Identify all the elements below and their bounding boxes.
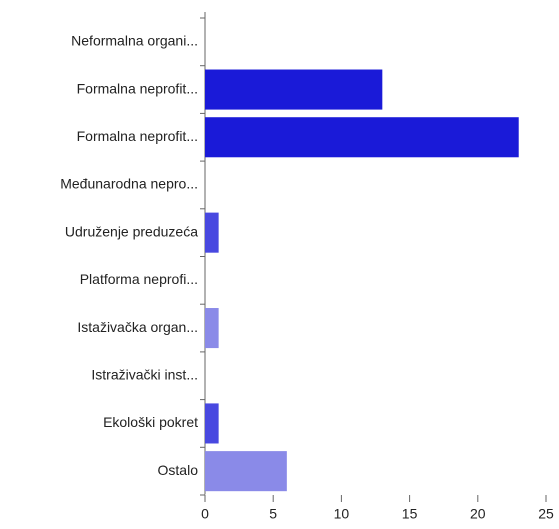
x-tick-label: 0 <box>201 506 209 522</box>
bar <box>205 69 383 110</box>
bar <box>205 403 219 444</box>
y-tick-label: Udruženje preduzeća <box>65 223 198 239</box>
bar <box>205 451 287 492</box>
y-tick-label: Istaživačka organ... <box>77 319 198 335</box>
x-tick-label: 20 <box>470 506 486 522</box>
y-tick-label: Međunarodna nepro... <box>60 176 198 192</box>
y-tick-label: Platforma neprofi... <box>80 271 198 287</box>
y-tick-label: Formalna neprofit... <box>77 128 198 144</box>
y-tick-label: Formalna neprofit... <box>77 80 198 96</box>
y-tick-label: Istraživački inst... <box>91 366 198 382</box>
x-tick-label: 10 <box>334 506 350 522</box>
bar <box>205 308 219 349</box>
x-tick-label: 25 <box>538 506 554 522</box>
bar <box>205 117 519 158</box>
y-tick-label: Ostalo <box>158 462 199 478</box>
x-tick-label: 5 <box>269 506 277 522</box>
y-tick-label: Neformalna organi... <box>71 33 198 49</box>
y-tick-label: Ekološki pokret <box>103 414 198 430</box>
bar <box>205 212 219 253</box>
x-tick-label: 15 <box>402 506 418 522</box>
